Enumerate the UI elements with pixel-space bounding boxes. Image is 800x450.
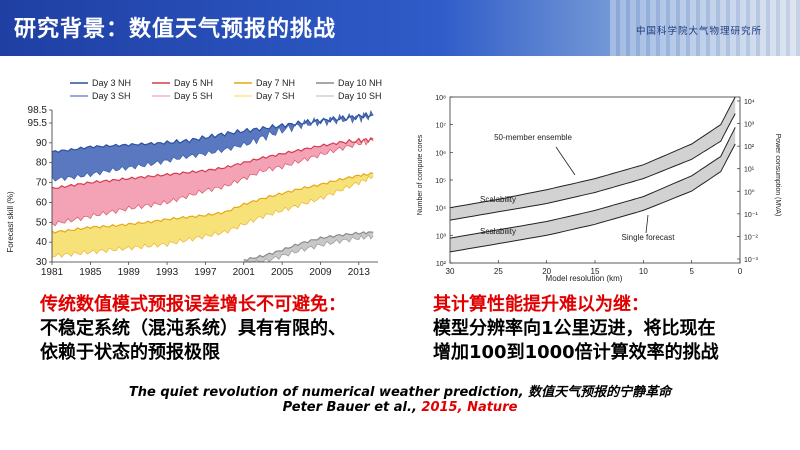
annotation-arrow-single [645, 214, 649, 234]
x-tick-label: 1981 [41, 267, 64, 278]
y2-tick-label: 10⁻¹ [744, 212, 758, 219]
y2-tick-label: 10² [744, 144, 755, 151]
legend-entry: Day 3 SH [92, 91, 131, 101]
x-tick-label: 1997 [194, 267, 217, 278]
x-tick-label: 10 [639, 267, 648, 276]
x-tick-label: 20 [542, 267, 551, 276]
left-heading: 传统数值模式预报误差增长不可避免： [40, 294, 346, 315]
x-tick-label: 2009 [309, 267, 332, 278]
x-tick-label: 15 [591, 267, 600, 276]
y-tick-label: 60 [36, 197, 48, 208]
day10-band-fill [243, 231, 374, 262]
y2-axis-label: Power consumption (MVA) [774, 134, 781, 217]
x-tick-label: 2001 [233, 267, 256, 278]
y-tick-label: 90 [36, 138, 48, 149]
day10-band-sh-line [243, 234, 374, 263]
annotation-arrow-ensemble [555, 146, 576, 176]
y-axis-label: Number of compute cores [417, 134, 424, 215]
ensemble-band-lower-line [449, 113, 736, 221]
ensemble-band-fill [450, 97, 736, 221]
institution-name: 中国科学院大气物理研究所 [636, 26, 763, 37]
header-banner: 研究背景：数值天气预报的挑战 中国科学院大气物理研究所 [0, 0, 800, 56]
single-forecast-band-lower-line [449, 143, 736, 253]
y-tick-label: 10⁴ [435, 206, 446, 213]
y-tick-label: 10⁶ [435, 150, 446, 157]
ensemble-band-upper-line [449, 96, 736, 209]
single-forecast-band-fill [450, 127, 736, 252]
x-tick-label: 1993 [156, 267, 179, 278]
legend-entry: Day 10 SH [338, 91, 382, 101]
y-tick-label: 10³ [436, 233, 447, 240]
y2-tick-label: 10¹ [744, 167, 755, 174]
citation-title: The quiet revolution of numerical weathe… [128, 385, 672, 400]
y-tick-label: 40 [36, 237, 48, 248]
x-tick-label: 30 [446, 267, 455, 276]
y-tick-label: 70 [36, 178, 48, 189]
right-line-2: 增加100到1000倍计算效率的挑战 [433, 342, 719, 363]
legend: Day 3 NH Day 5 NH Day 7 NH Day 10 NH Day 3 S… [70, 78, 382, 101]
x-tick-label: 1985 [79, 267, 102, 278]
y-tick-label: 98.5 [28, 105, 48, 116]
y2-tick-label: 10⁻³ [744, 257, 758, 264]
citation-authors-line: Peter Bauer et al., 2015, Nature [0, 400, 800, 415]
annotation-scalability-lower: Scalability [480, 227, 516, 236]
slide-title: 研究背景：数值天气预报的挑战 [14, 17, 337, 42]
y-tick-label: 80 [36, 158, 48, 169]
legend-entry: Day 10 NH [338, 78, 382, 88]
day5-band-fill [52, 137, 374, 226]
citation-year-journal: 2015, Nature [421, 400, 518, 415]
citation-authors: Peter Bauer et al., [282, 400, 422, 415]
legend-entry: Day 7 NH [256, 78, 295, 88]
left-line-1: 不稳定系统（混沌系统）具有有限的、 [40, 318, 346, 339]
compute-cores-chart: 10² 10³ 10⁴ 10⁵ 10⁶ 10⁷ 10⁸ 10⁴ 10³ 10² 10¹ 10⁰ 10⁻¹… [417, 95, 781, 283]
y-tick-label: 10⁸ [435, 95, 446, 102]
annotation-single-forecast: Single forecast [622, 233, 676, 242]
y-tick-label: 10² [436, 261, 447, 268]
y2-tick-label: 10⁰ [744, 188, 755, 196]
forecast-skill-chart: Day 3 NH Day 5 NH Day 7 NH Day 10 NH Day 3 S… [6, 78, 382, 278]
annotation-ensemble: 50-member ensemble [494, 133, 572, 142]
x-tick-label: 2005 [271, 267, 294, 278]
y-tick-label: 10⁷ [436, 123, 447, 130]
day7-band-nh-line [51, 172, 374, 234]
day5-band-sh-line [51, 138, 374, 227]
left-line-2: 依赖于状态的预报极限 [40, 342, 220, 363]
building-image [610, 0, 800, 56]
legend-entry: Day 5 NH [174, 78, 213, 88]
axes: 10² 10³ 10⁴ 10⁵ 10⁶ 10⁷ 10⁸ 10⁴ 10³ 10² 10¹ 10⁰ 10⁻¹… [435, 95, 758, 276]
day3-band-sh-line [51, 109, 374, 182]
x-tick-label: 1989 [118, 267, 141, 278]
y2-tick-label: 10⁻² [744, 234, 758, 241]
day10-band-nh-line [243, 231, 374, 262]
single-forecast-band-upper-line [449, 127, 736, 239]
x-tick-label: 2013 [348, 267, 371, 278]
x-tick-label: 5 [689, 267, 694, 276]
day5-band-nh-line [51, 137, 374, 189]
y2-tick-label: 10⁴ [744, 99, 755, 106]
skill-bands [51, 109, 374, 263]
y-tick-label: 10⁵ [435, 178, 446, 185]
annotation-scalability-upper: Scalability [480, 195, 516, 204]
legend-entry: Day 7 SH [256, 91, 295, 101]
legend-entry: Day 3 NH [92, 78, 131, 88]
cost-bands [449, 96, 736, 253]
legend-entry: Day 5 SH [174, 91, 213, 101]
annotation-ensemble-text: 50-member ensemble [494, 133, 572, 142]
day7-band-sh-line [51, 175, 374, 258]
y-tick-label: 95.5 [28, 118, 48, 129]
right-line-1: 模型分辨率向1公里迈进，将比现在 [433, 318, 716, 339]
y-tick-label: 50 [36, 217, 48, 228]
x-tick-label: 25 [494, 267, 503, 276]
right-heading: 其计算性能提升难以为继： [433, 294, 649, 315]
x-axis-label: Model resolution (km) [546, 274, 623, 283]
y-tick-label: 30 [36, 257, 48, 268]
y-axis-label: Forecast skill (%) [6, 191, 15, 253]
x-tick-label: 0 [738, 267, 743, 276]
y2-tick-label: 10³ [744, 122, 755, 129]
